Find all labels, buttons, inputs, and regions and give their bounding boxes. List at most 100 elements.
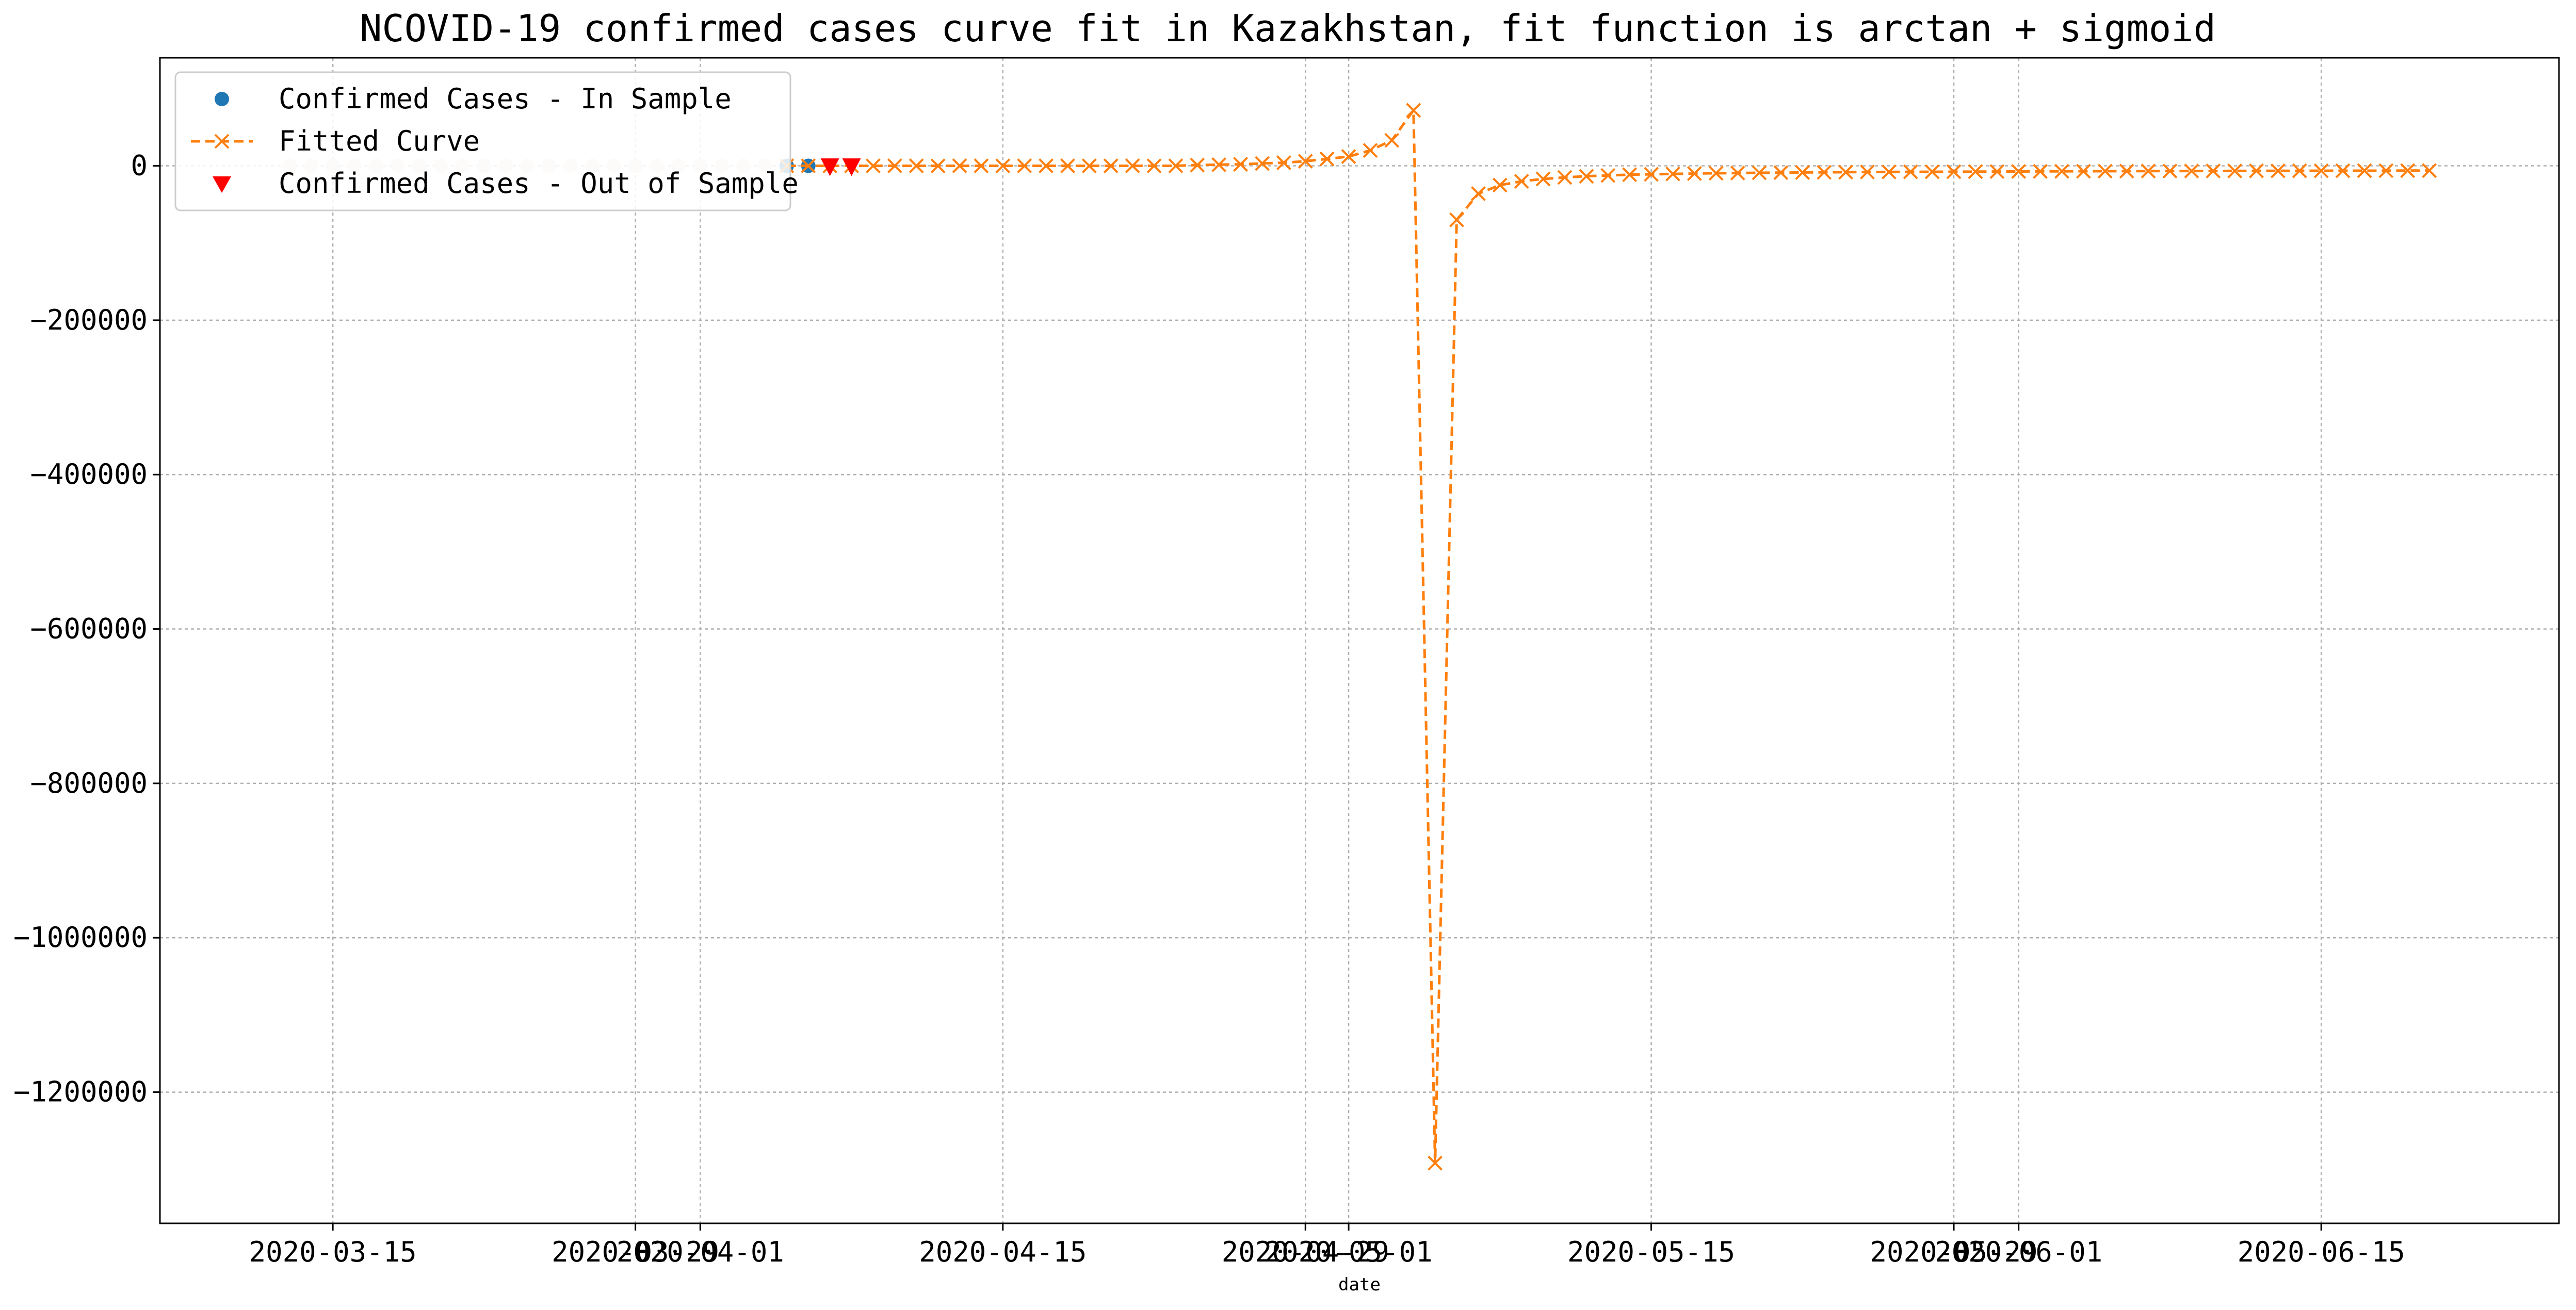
fitted-curve-marker: [2076, 163, 2091, 179]
fitted-curve-marker: [2033, 163, 2048, 179]
legend-circle-icon: [215, 92, 229, 106]
x-tick-label: 2020-05-29: [1870, 1236, 2037, 1268]
fitted-curve-marker: [1255, 156, 1270, 171]
fitted-curve-marker: [1665, 166, 1680, 182]
fitted-curve-marker: [930, 158, 946, 173]
legend-triangle-icon: [213, 176, 231, 193]
fitted-curve-marker: [1644, 167, 1659, 182]
fitted-curve-marker: [1795, 165, 1810, 180]
x-tick-label: 2020-03-15: [249, 1236, 417, 1268]
x-tick-label: 2020-05-01: [1265, 1236, 1432, 1268]
fitted-curve-marker: [1319, 151, 1335, 167]
fitted-curve-marker: [2206, 163, 2221, 178]
fitted-curve-marker: [866, 158, 881, 173]
x-tick-label: 2020-06-01: [1935, 1236, 2102, 1268]
fitted-curve-marker: [1730, 166, 1745, 181]
fitted-curve-marker: [1298, 154, 1313, 169]
fitted-curve-marker: [2270, 163, 2286, 178]
fitted-curve-marker: [1211, 157, 1227, 172]
legend-marker-out-sample: [213, 176, 231, 193]
fitted-curve-marker: [1363, 143, 1378, 158]
fitted-curve-marker: [974, 158, 989, 173]
legend-label-fitted: Fitted Curve: [279, 125, 480, 157]
fitted-curve-marker: [1752, 165, 1767, 181]
y-tick-label: 0: [131, 150, 148, 182]
fitted-curve-marker: [1492, 177, 1508, 193]
x-tick-label: 2020-04-29: [1222, 1236, 1389, 1268]
fitted-curve-marker: [1449, 212, 1464, 227]
fitted-curve-marker: [2378, 163, 2394, 178]
fitted-curve-marker: [909, 158, 924, 173]
legend-label-out-sample: Confirmed Cases - Out of Sample: [279, 167, 799, 200]
fitted-curve-marker: [1103, 158, 1119, 173]
fitted-curve-marker: [1838, 165, 1853, 180]
fitted-curve-marker: [1470, 186, 1486, 201]
fitted-curve-marker: [1968, 164, 1983, 179]
legend: Confirmed Cases - In Sample Fitted Curve…: [174, 71, 799, 211]
fitted-curve-marker: [2097, 163, 2113, 179]
fitted-curve-marker: [1017, 158, 1032, 173]
fitted-curve-marker: [887, 158, 902, 173]
fitted-curve-marker: [1341, 149, 1356, 164]
fitted-curve-marker: [2249, 163, 2264, 178]
fitted-curve-marker: [1039, 158, 1054, 173]
fitted-curve-marker: [1535, 171, 1551, 187]
fitted-curve-marker: [2227, 163, 2243, 178]
fitted-curve-marker: [1881, 164, 1897, 179]
y-tick-label: −600000: [30, 613, 148, 645]
out-sample-point: [842, 158, 861, 176]
fitted-curve-marker: [2119, 163, 2134, 179]
fitted-curve-marker: [1406, 103, 1421, 118]
fitted-curve-marker: [2292, 163, 2307, 178]
fitted-curve-marker: [1687, 166, 1702, 181]
fitted-curve-marker: [1384, 133, 1400, 148]
fitted-curve-marker: [2184, 163, 2199, 178]
fitted-curve-marker: [1081, 158, 1097, 173]
fitted-curve-marker: [1860, 165, 1875, 179]
fitted-curve-marker: [2054, 163, 2069, 179]
fitted-curve-marker: [801, 158, 816, 173]
fitted-curve-marker: [1190, 157, 1205, 173]
fitted-curve-marker: [1773, 165, 1789, 181]
fitted-curve-marker: [1146, 158, 1162, 173]
fitted-curve-marker: [1276, 155, 1291, 170]
legend-label-in-sample: Confirmed Cases - In Sample: [279, 83, 732, 115]
fitted-curve-marker: [1060, 158, 1075, 173]
x-tick-label: 2020-06-15: [2238, 1236, 2405, 1268]
x-tick-label: 2020-04-15: [919, 1236, 1087, 1268]
fitted-curve-marker: [1125, 158, 1140, 173]
fitted-curve-marker: [1817, 165, 1832, 180]
fitted-curve-marker: [2141, 163, 2156, 179]
grid-layer: [160, 58, 2559, 1223]
fitted-curve-marker: [2400, 163, 2416, 178]
x-tick-label: 2020-03-29: [552, 1236, 719, 1268]
fitted-curve-marker: [1989, 164, 2005, 179]
y-tick-label: −800000: [30, 767, 148, 799]
fitted-curve-marker: [1622, 167, 1638, 183]
chart-title: NCOVID-19 confirmed cases curve fit in K…: [360, 7, 2216, 50]
fitted-curve-marker: [2011, 164, 2027, 179]
fitted-curve-marker: [1557, 170, 1573, 185]
x-axis-label: date: [1338, 1274, 1381, 1295]
fitted-curve-marker: [2313, 163, 2329, 178]
y-tick-label: −1000000: [13, 921, 148, 954]
fitted-curve-marker: [1708, 166, 1724, 181]
legend-marker-in-sample: [215, 92, 229, 106]
legend-x-icon: [214, 134, 230, 149]
fitted-curve-marker: [2422, 163, 2437, 178]
fitted-curve-marker: [2162, 163, 2178, 179]
y-tick-label: −200000: [30, 304, 148, 336]
fitted-curve-marker: [1514, 174, 1529, 189]
fitted-curve-marker: [1600, 168, 1616, 183]
fitted-curve-marker: [1903, 164, 1918, 179]
fitted-curve-marker: [995, 158, 1011, 173]
fitted-curve-marker: [1233, 157, 1249, 172]
fitted-curve-marker: [1924, 164, 1940, 179]
fitted-curve-marker: [2357, 163, 2372, 178]
out-sample-point: [820, 158, 839, 176]
fitted-curve-marker: [2335, 163, 2351, 178]
